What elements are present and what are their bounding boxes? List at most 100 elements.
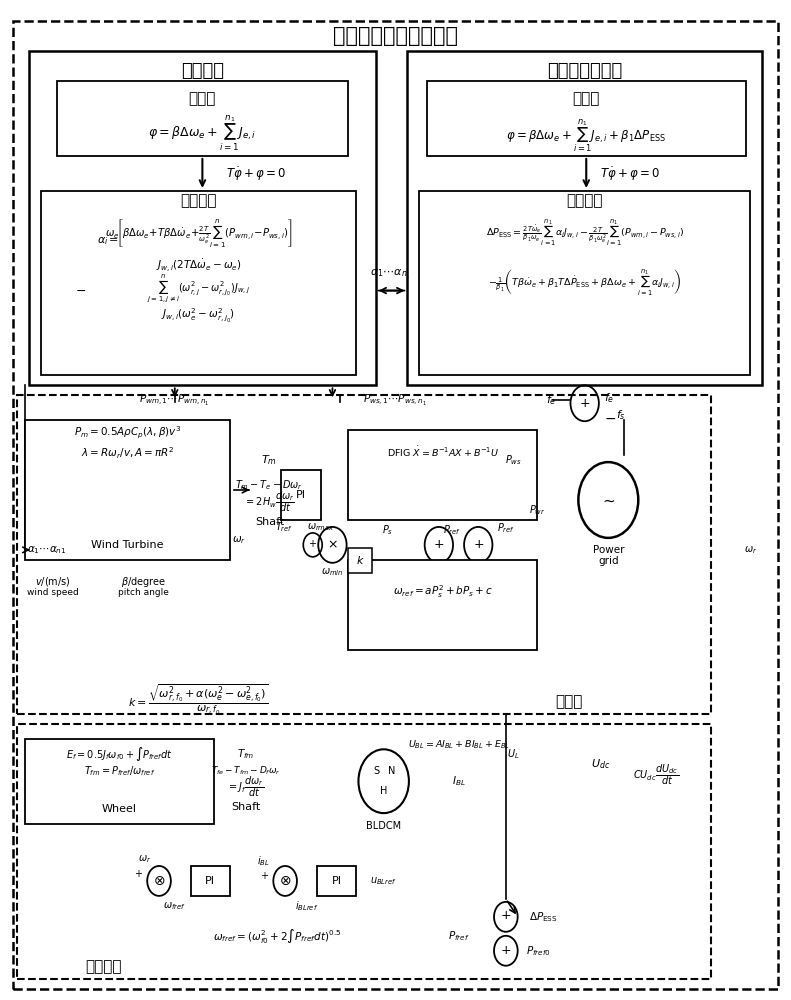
Text: PI: PI xyxy=(296,490,306,500)
Text: $J_{w,i}(2T\Delta\dot{\omega}_e-\omega_e)$: $J_{w,i}(2T\Delta\dot{\omega}_e-\omega_e… xyxy=(156,257,241,274)
Text: $+$: $+$ xyxy=(433,538,445,551)
Text: $T_m-T_e-D\omega_r$: $T_m-T_e-D\omega_r$ xyxy=(236,478,304,492)
Text: $\otimes$: $\otimes$ xyxy=(153,874,165,888)
Text: $f_e$: $f_e$ xyxy=(547,393,557,407)
Text: PI: PI xyxy=(331,876,342,886)
Text: $\varphi=\beta\Delta\omega_e+\sum_{i=1}^{n_1}J_{e,i}+\beta_1\Delta P_{\rm ESS}$: $\varphi=\beta\Delta\omega_e+\sum_{i=1}^… xyxy=(506,117,666,154)
Text: $\omega_{ref}=aP_s^2+bP_s+c$: $\omega_{ref}=aP_s^2+bP_s+c$ xyxy=(393,583,493,600)
Text: Shaft: Shaft xyxy=(255,517,284,527)
Text: $v$/(m/s): $v$/(m/s) xyxy=(35,575,70,588)
Text: wind speed: wind speed xyxy=(27,588,78,597)
Text: $\otimes$: $\otimes$ xyxy=(279,874,291,888)
Text: $P_{ref}$: $P_{ref}$ xyxy=(497,521,515,535)
Text: $CU_{dc}\dfrac{dU_{dc}}{dt}$: $CU_{dc}\dfrac{dU_{dc}}{dt}$ xyxy=(633,762,679,787)
FancyBboxPatch shape xyxy=(57,81,348,156)
Text: pitch angle: pitch angle xyxy=(118,588,168,597)
FancyBboxPatch shape xyxy=(17,395,711,714)
FancyBboxPatch shape xyxy=(348,560,537,650)
Text: $P_{ref}$: $P_{ref}$ xyxy=(443,523,461,537)
FancyBboxPatch shape xyxy=(41,191,356,375)
Text: 控制策略: 控制策略 xyxy=(180,193,217,208)
Text: $\sum_{j=1,j\neq i}^{n}(\omega_{r,j}^2-\omega_{r,j_0}^2)J_{w,j}$: $\sum_{j=1,j\neq i}^{n}(\omega_{r,j}^2-\… xyxy=(147,273,250,305)
Text: $\omega_r$: $\omega_r$ xyxy=(232,534,246,546)
Text: $\omega_{fref}$: $\omega_{fref}$ xyxy=(163,900,186,912)
Text: $E_f=0.5J_f\omega_{f0}+\int P_{fref}dt$: $E_f=0.5J_f\omega_{f0}+\int P_{fref}dt$ xyxy=(66,745,173,763)
Text: 宏变量: 宏变量 xyxy=(189,92,216,107)
Text: 储能和风机协同: 储能和风机协同 xyxy=(547,62,623,80)
Text: $P_{ws}$: $P_{ws}$ xyxy=(505,453,522,467)
Text: $P_m=0.5A\rho C_p(\lambda,\beta)v^3$: $P_m=0.5A\rho C_p(\lambda,\beta)v^3$ xyxy=(74,425,181,441)
Text: $k$: $k$ xyxy=(356,554,365,566)
Text: $-$: $-$ xyxy=(604,411,616,425)
Text: $f_s$: $f_s$ xyxy=(616,408,626,422)
Text: $i_{BL}$: $i_{BL}$ xyxy=(256,854,270,868)
Text: $T_{ref}$: $T_{ref}$ xyxy=(274,520,293,534)
Text: $+$: $+$ xyxy=(500,944,512,957)
Text: $T_m$: $T_m$ xyxy=(262,453,278,467)
Text: $=2H_w\dfrac{d\omega_r}{dt}$: $=2H_w\dfrac{d\omega_r}{dt}$ xyxy=(244,490,295,514)
FancyBboxPatch shape xyxy=(13,21,778,989)
Text: $+$: $+$ xyxy=(308,538,317,549)
Text: $U_L$: $U_L$ xyxy=(508,747,520,761)
Text: $\lambda=R\omega_r/v, A=\pi R^2$: $\lambda=R\omega_r/v, A=\pi R^2$ xyxy=(81,445,174,461)
FancyBboxPatch shape xyxy=(282,470,320,520)
Text: $P_{fref}$: $P_{fref}$ xyxy=(448,929,469,943)
Text: S: S xyxy=(373,766,380,776)
Text: 风电场: 风电场 xyxy=(555,694,583,709)
Text: $+$: $+$ xyxy=(500,909,512,922)
Text: $T_{fm}=P_{fref}/\omega_{fref}$: $T_{fm}=P_{fref}/\omega_{fref}$ xyxy=(84,764,155,778)
Text: $P_{fref0}$: $P_{fref0}$ xyxy=(525,944,551,958)
Text: $\times$: $\times$ xyxy=(327,538,338,551)
Text: Wheel: Wheel xyxy=(102,804,137,814)
FancyBboxPatch shape xyxy=(29,51,376,385)
Text: $T_{fm}$: $T_{fm}$ xyxy=(237,747,255,761)
Text: DFIG $\dot{X}=B^{-1}AX+B^{-1}U$: DFIG $\dot{X}=B^{-1}AX+B^{-1}U$ xyxy=(387,445,499,459)
Text: $\Delta P_{\rm ESS}=\frac{2T\dot{\omega}_e}{\beta_1\omega_e}\sum_{i=1}^{n_1}\alp: $\Delta P_{\rm ESS}=\frac{2T\dot{\omega}… xyxy=(486,217,684,248)
Text: Power
grid: Power grid xyxy=(592,545,624,566)
Text: 风机协同: 风机协同 xyxy=(181,62,224,80)
FancyBboxPatch shape xyxy=(427,81,746,156)
Text: $P_{wm,1}\cdots P_{wm,n_1}$: $P_{wm,1}\cdots P_{wm,n_1}$ xyxy=(139,393,210,408)
Text: $P_{ws,1}\cdots P_{ws,n_1}$: $P_{ws,1}\cdots P_{ws,n_1}$ xyxy=(363,393,428,408)
Text: N: N xyxy=(388,766,396,776)
Text: $J_{w,i}(\omega_e^2-\omega_{r,j_0}^2)$: $J_{w,i}(\omega_e^2-\omega_{r,j_0}^2)$ xyxy=(161,307,236,324)
Text: $T\dot{\varphi}+\varphi=0$: $T\dot{\varphi}+\varphi=0$ xyxy=(226,165,286,183)
Text: $\varphi=\beta\Delta\omega_e+\sum_{i=1}^{n_1}J_{e,i}$: $\varphi=\beta\Delta\omega_e+\sum_{i=1}^… xyxy=(148,113,256,153)
FancyBboxPatch shape xyxy=(407,51,762,385)
Text: $f_e$: $f_e$ xyxy=(604,391,615,405)
Text: Wind Turbine: Wind Turbine xyxy=(91,540,164,550)
Text: $\alpha_1\cdots\alpha_{n1}$: $\alpha_1\cdots\alpha_{n1}$ xyxy=(27,544,66,556)
FancyBboxPatch shape xyxy=(17,724,711,979)
Text: $\omega_r$: $\omega_r$ xyxy=(138,853,151,865)
Text: H: H xyxy=(380,786,388,796)
Text: $\beta$/degree: $\beta$/degree xyxy=(120,575,166,589)
Text: $-$: $-$ xyxy=(74,284,85,297)
FancyBboxPatch shape xyxy=(348,430,537,520)
Text: $k=\dfrac{\sqrt{\omega_{r,f_0}^2+\alpha(\omega_e^2-\omega_{e,f_0}^2)}}{\omega_{r: $k=\dfrac{\sqrt{\omega_{r,f_0}^2+\alpha(… xyxy=(128,682,269,717)
Text: $\Delta P_{\rm ESS}$: $\Delta P_{\rm ESS}$ xyxy=(529,910,558,924)
Text: $+$: $+$ xyxy=(134,868,143,879)
Text: $U_{dc}$: $U_{dc}$ xyxy=(591,757,610,771)
Text: $+$: $+$ xyxy=(474,538,485,551)
Text: $\alpha_1\cdots\alpha_{n_1}$: $\alpha_1\cdots\alpha_{n_1}$ xyxy=(369,268,411,281)
Text: $u_{BLref}$: $u_{BLref}$ xyxy=(370,875,397,887)
Text: $U_{BL}=AI_{BL}+BI_{BL}+E_{BL}$: $U_{BL}=AI_{BL}+BI_{BL}+E_{BL}$ xyxy=(407,738,509,751)
Text: $\omega_r$: $\omega_r$ xyxy=(744,544,757,556)
Text: 控制策略: 控制策略 xyxy=(566,193,603,208)
Text: $P_{wr}$: $P_{wr}$ xyxy=(529,503,546,517)
Text: $\omega_{rmax}$: $\omega_{rmax}$ xyxy=(307,521,335,533)
FancyBboxPatch shape xyxy=(348,548,372,573)
Text: $\omega_{min}$: $\omega_{min}$ xyxy=(321,566,344,578)
Text: $T\dot{\varphi}+\varphi=0$: $T\dot{\varphi}+\varphi=0$ xyxy=(600,165,660,183)
Text: $T_{fe}-T_{fm}-D_f\omega_r$: $T_{fe}-T_{fm}-D_f\omega_r$ xyxy=(210,765,281,777)
Text: $\alpha_i=$: $\alpha_i=$ xyxy=(97,235,119,247)
Text: $+$: $+$ xyxy=(260,870,270,881)
Text: 飞轮储能: 飞轮储能 xyxy=(85,959,122,974)
FancyBboxPatch shape xyxy=(419,191,750,375)
Text: $\omega_e\!\left[\beta\Delta\omega_e\!+\!T\beta\Delta\dot{\omega}_e\!+\!\frac{2T: $\omega_e\!\left[\beta\Delta\omega_e\!+\… xyxy=(104,217,292,249)
Text: $I_{BL}$: $I_{BL}$ xyxy=(452,774,465,788)
Text: 宏变量: 宏变量 xyxy=(573,92,600,107)
FancyBboxPatch shape xyxy=(316,866,356,896)
Text: $\omega_{fref}=(\omega_{f0}^2+2\int P_{fref}dt)^{0.5}$: $\omega_{fref}=(\omega_{f0}^2+2\int P_{f… xyxy=(213,927,342,945)
Text: $i_{BLref}$: $i_{BLref}$ xyxy=(294,899,318,913)
